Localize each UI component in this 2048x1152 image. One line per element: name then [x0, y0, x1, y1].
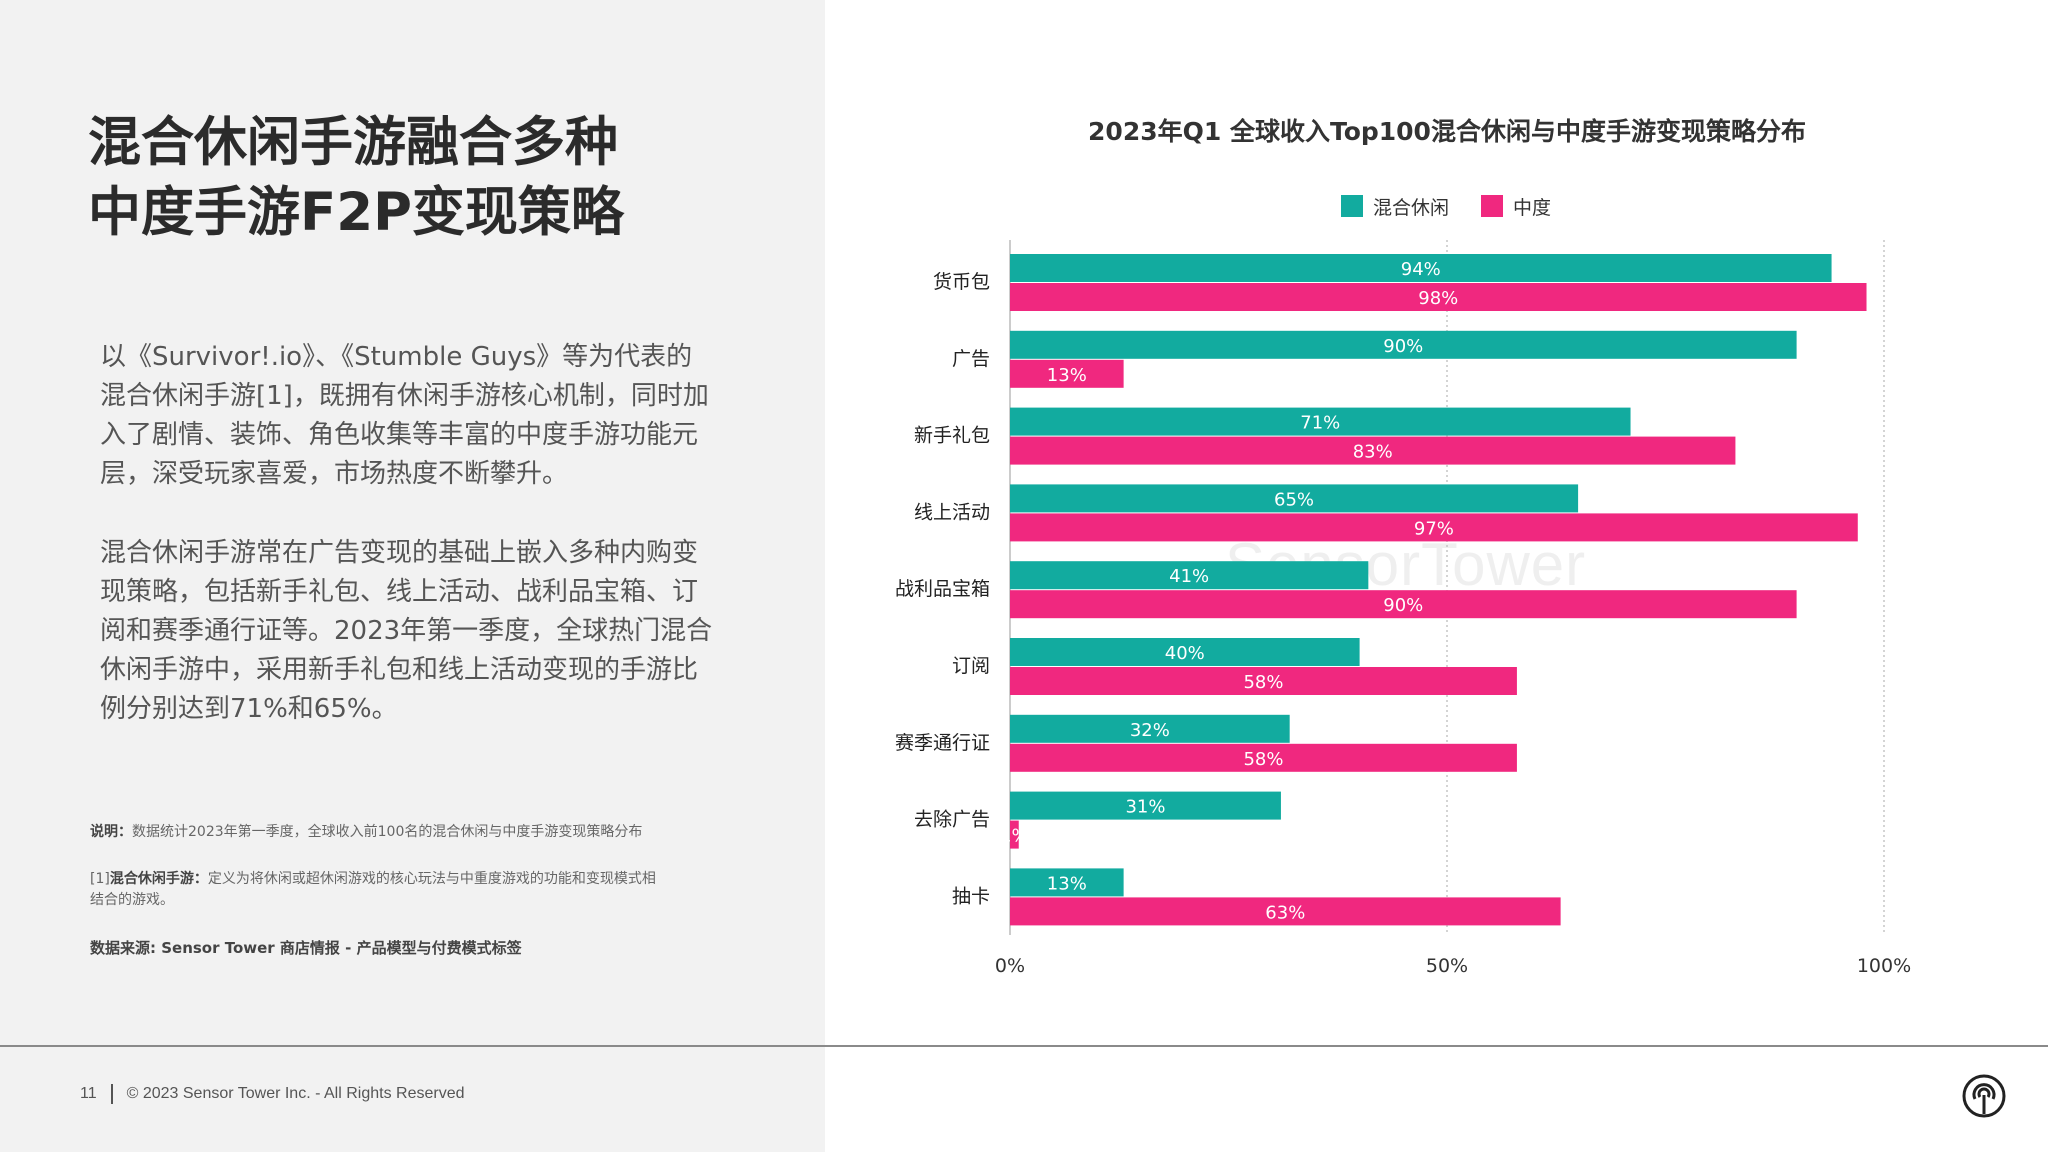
- bar-0: [1010, 791, 1281, 820]
- category-label: 去除广告: [914, 809, 990, 831]
- bar-1: [1010, 667, 1517, 695]
- page-title: 混合休闲手游融合多种 中度手游F2P变现策略: [88, 108, 788, 248]
- sensor-tower-logo-icon: [1962, 1074, 2006, 1118]
- bar-1: [1010, 897, 1561, 926]
- x-tick-label: 0%: [995, 955, 1025, 977]
- bar-1: [1010, 436, 1736, 465]
- x-tick-label: 50%: [1426, 955, 1468, 977]
- paragraph-2: 混合休闲手游常在广告变现的基础上嵌入多种内购变 现策略，包括新手礼包、线上活动、…: [100, 534, 740, 729]
- legend-label-0: 混合休闲: [1373, 197, 1449, 219]
- bar-0: [1010, 868, 1124, 897]
- bar-1: [1010, 743, 1517, 772]
- bar-1: [1010, 283, 1867, 311]
- category-label: 广告: [952, 348, 990, 370]
- category-label: 货币包: [933, 271, 990, 293]
- bar-0: [1010, 254, 1832, 282]
- bar-value-label: 97%: [1414, 518, 1454, 539]
- note-text: 结合的游戏。: [90, 892, 174, 908]
- bar-value-label: 58%: [1243, 672, 1283, 693]
- page-title-line-1: 混合休闲手游融合多种: [88, 112, 618, 173]
- bar-1: [1010, 820, 1019, 849]
- paragraph-line: 混合休闲手游常在广告变现的基础上嵌入多种内购变: [100, 538, 699, 568]
- paragraph-line: 现策略，包括新手礼包、线上活动、战利品宝箱、订: [100, 577, 699, 607]
- bar-1: [1010, 590, 1797, 619]
- bar-value-label: 32%: [1130, 720, 1170, 741]
- bar-1: [1010, 513, 1858, 542]
- category-label: 新手礼包: [914, 425, 990, 447]
- paragraph-line: 阅和赛季通行证等。2023年第一季度，全球热门混合: [100, 616, 713, 646]
- paragraph-line: 例分别达到71%和65%。: [100, 694, 398, 724]
- left-panel: [0, 0, 825, 1152]
- note-text: 数据统计2023年第一季度，全球收入前100名的混合休闲与中度手游变现策略分布: [132, 824, 643, 840]
- bar-value-label: 65%: [1274, 489, 1314, 510]
- footer-divider: [0, 1045, 2048, 1047]
- category-label: 战利品宝箱: [895, 578, 990, 600]
- bar-value-label: 98%: [1418, 288, 1458, 309]
- paragraph-line: 以《Survivor!.io》、《Stumble Guys》等为代表的: [100, 342, 693, 372]
- note-label: 混合休闲手游：: [109, 871, 208, 887]
- note-ref: [1]: [90, 871, 110, 887]
- bar-0: [1010, 407, 1631, 436]
- legend-swatch-1: [1481, 195, 1503, 217]
- page-title-line-2: 中度手游F2P变现策略: [88, 182, 624, 243]
- bar-value-label: 94%: [1401, 259, 1441, 280]
- bar-value-label: 41%: [1169, 566, 1209, 587]
- data-source: 数据来源: Sensor Tower 商店情报 - 产品模型与付费模式标签: [90, 939, 522, 957]
- bar-0: [1010, 484, 1579, 513]
- bar-value-label: 58%: [1243, 749, 1283, 770]
- bar-value-label: 13%: [1047, 873, 1087, 894]
- note-definition: [1]混合休闲手游：定义为将休闲或超休闲游戏的核心玩法与中重度游戏的功能和变现模…: [90, 869, 750, 911]
- bar-value-label: 1%: [1000, 826, 1029, 847]
- bar-1: [1010, 359, 1124, 388]
- page-number: 11: [80, 1085, 97, 1103]
- category-label: 赛季通行证: [895, 732, 990, 754]
- bar-0: [1010, 561, 1369, 590]
- x-tick-label: 100%: [1857, 955, 1911, 977]
- paragraph-line: 层，深受玩家喜爱，市场热度不断攀升。: [100, 459, 569, 489]
- bar-0: [1010, 330, 1797, 359]
- note-explanation: 说明：数据统计2023年第一季度，全球收入前100名的混合休闲与中度手游变现策略…: [90, 822, 750, 843]
- bar-value-label: 13%: [1047, 365, 1087, 386]
- category-label: 线上活动: [914, 501, 990, 523]
- bar-value-label: 71%: [1300, 413, 1340, 434]
- bar-value-label: 31%: [1125, 797, 1165, 818]
- footer: 11 © 2023 Sensor Tower Inc. - All Rights …: [80, 1084, 464, 1104]
- note-text: 定义为将休闲或超休闲游戏的核心玩法与中重度游戏的功能和变现模式相: [207, 871, 656, 887]
- category-label: 订阅: [952, 655, 990, 677]
- note-label: 说明：: [90, 824, 132, 840]
- paragraph-line: 休闲手游中，采用新手礼包和线上活动变现的手游比: [100, 655, 699, 685]
- paragraph-1: 以《Survivor!.io》、《Stumble Guys》等为代表的 混合休闲…: [100, 338, 740, 494]
- legend-swatch-0: [1341, 195, 1363, 217]
- bar-value-label: 63%: [1265, 902, 1305, 923]
- bar-0: [1010, 714, 1290, 743]
- paragraph-line: 入了剧情、装饰、角色收集等丰富的中度手游功能元: [100, 420, 699, 450]
- footer-separator: [110, 1084, 113, 1104]
- paragraph-line: 混合休闲手游[1]，既拥有休闲手游核心机制，同时加: [100, 381, 709, 411]
- legend-label-1: 中度: [1513, 197, 1551, 219]
- bar-value-label: 40%: [1165, 643, 1205, 664]
- category-label: 抽卡: [952, 885, 990, 907]
- bar-value-label: 90%: [1383, 336, 1423, 357]
- chart-title: 2023年Q1 全球收入Top100混合休闲与中度手游变现策略分布: [1088, 117, 1806, 146]
- bar-value-label: 83%: [1353, 442, 1393, 463]
- bar-value-label: 90%: [1383, 595, 1423, 616]
- bar-0: [1010, 638, 1360, 666]
- copyright: © 2023 Sensor Tower Inc. - All Rights Re…: [126, 1085, 465, 1103]
